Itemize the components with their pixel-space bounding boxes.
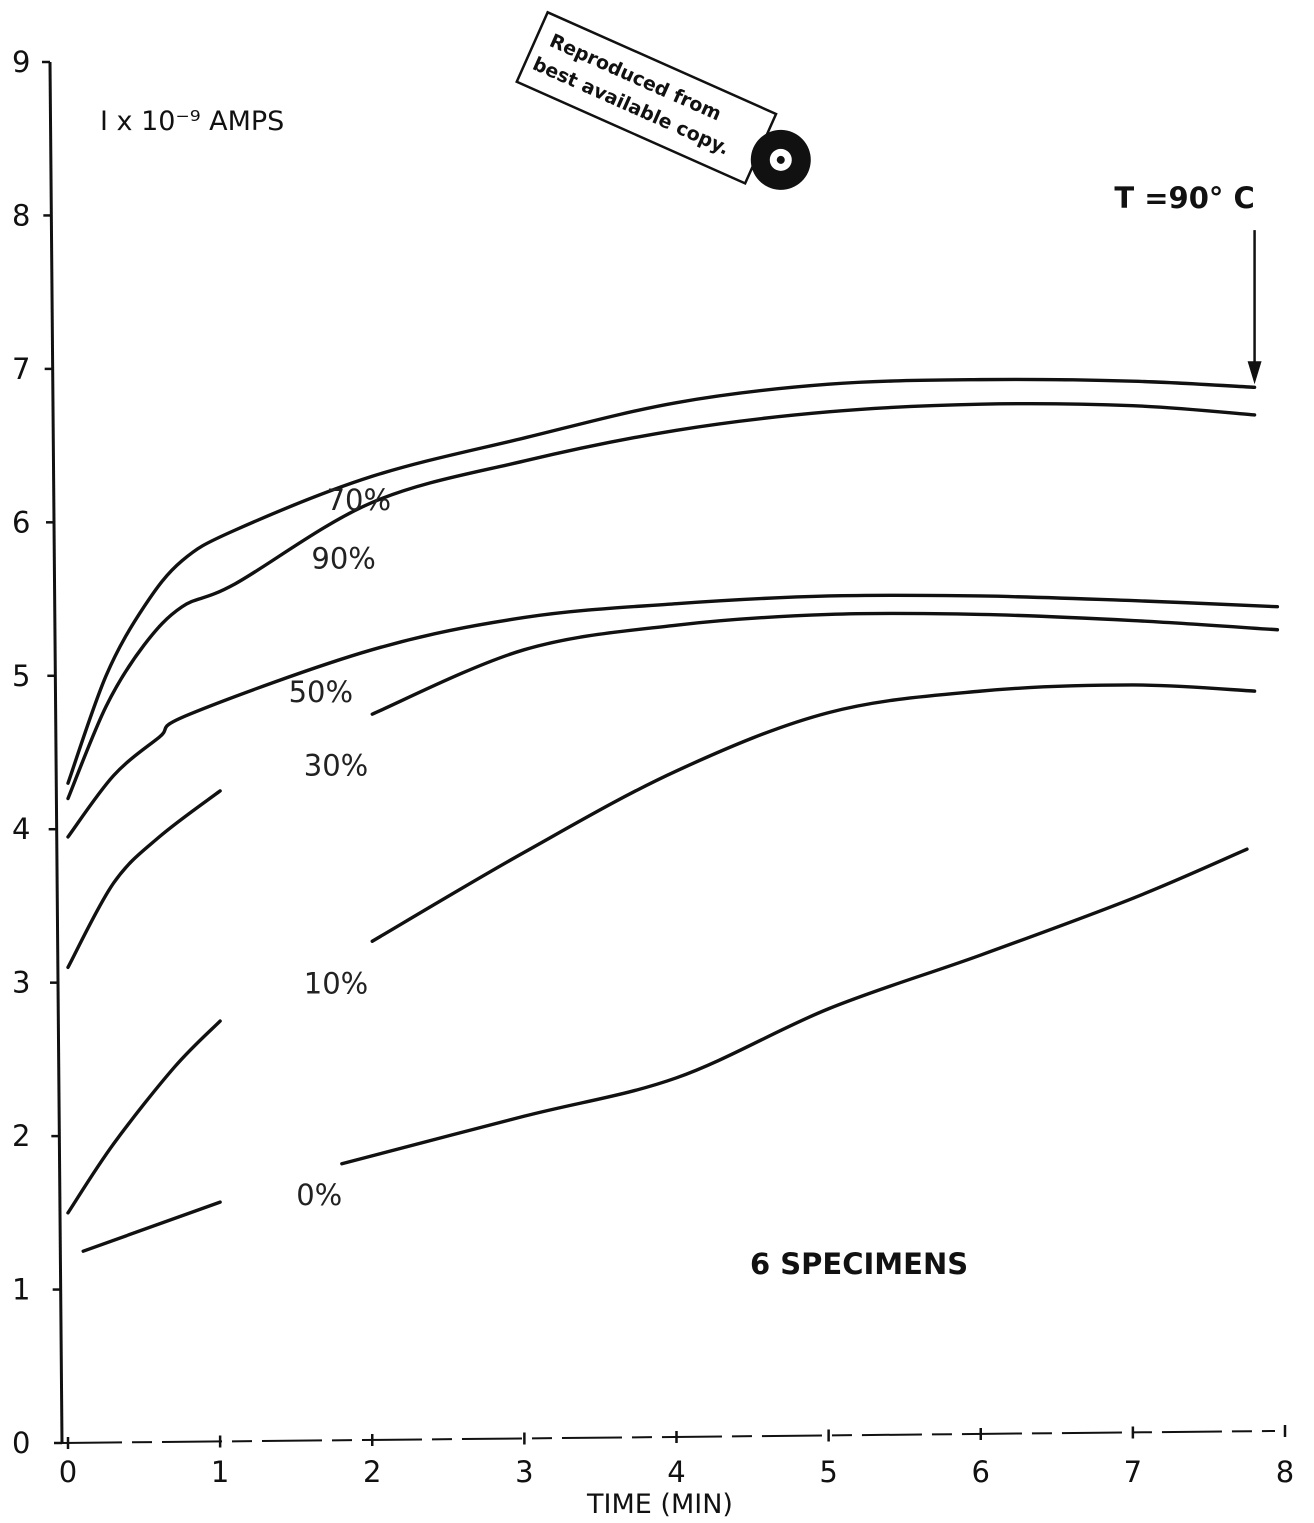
series-line-30pct <box>66 789 222 970</box>
series-line-0pct <box>340 847 1249 1166</box>
y-tick-label: 7 <box>12 352 30 386</box>
x-tick-label: 2 <box>363 1455 381 1489</box>
y-tick-label: 1 <box>12 1273 30 1307</box>
x-tick-labels: 0 1 2 3 4 5 6 7 8 <box>59 1455 1294 1489</box>
x-tick-label: 3 <box>515 1455 533 1489</box>
y-tick-label: 5 <box>12 659 30 693</box>
x-axis-title: TIME (MIN) <box>586 1489 733 1520</box>
series-label: 70% <box>327 483 391 517</box>
temperature-annotation: T =90° C <box>1114 181 1254 215</box>
axis-ticks <box>42 60 1287 1449</box>
series-label: 0% <box>296 1178 342 1212</box>
y-tick-label: 3 <box>12 966 30 1000</box>
series-line-10pct <box>370 683 1257 943</box>
y-axis-title: I x 10⁻⁹ AMPS <box>100 106 284 137</box>
series-line-10pct <box>66 1019 222 1215</box>
x-tick-label: 1 <box>211 1455 229 1489</box>
y-tick-label: 4 <box>12 812 30 846</box>
series-line-0pct <box>81 1200 222 1253</box>
y-tick-label: 6 <box>12 505 30 539</box>
series-line-90pct <box>66 402 1257 801</box>
series-line-50pct <box>66 593 1280 839</box>
series-line-70pct <box>66 377 1257 785</box>
series-line-30pct <box>370 611 1280 716</box>
y-tick-labels: 0 1 2 3 4 5 6 7 8 9 <box>12 45 30 1460</box>
series-label: 30% <box>304 749 368 783</box>
y-tick-label: 2 <box>12 1119 30 1153</box>
stamp-seal-dot-icon <box>776 155 785 164</box>
y-tick-label: 8 <box>12 198 30 232</box>
x-tick-label: 8 <box>1276 1455 1294 1489</box>
y-tick-label: 9 <box>12 45 30 79</box>
series-label: 50% <box>289 675 353 709</box>
series-labels: 70% 90% 50% 30% 10% 0% <box>289 483 392 1212</box>
y-tick-label: 0 <box>12 1426 30 1460</box>
specimens-annotation: 6 SPECIMENS <box>750 1247 968 1281</box>
x-tick-label: 0 <box>59 1455 77 1489</box>
y-axis-line <box>48 61 64 1444</box>
x-tick-label: 5 <box>819 1455 837 1489</box>
series-curves <box>66 377 1280 1253</box>
series-label: 90% <box>311 541 375 575</box>
x-tick-label: 7 <box>1124 1455 1142 1489</box>
x-tick-label: 4 <box>667 1455 685 1489</box>
reproduction-stamp: Reproduced from best available copy. <box>515 10 811 190</box>
series-label: 10% <box>304 966 368 1000</box>
x-tick-label: 6 <box>972 1455 990 1489</box>
x-axis-line <box>61 1430 1276 1444</box>
temperature-arrowhead-icon <box>1247 361 1262 385</box>
